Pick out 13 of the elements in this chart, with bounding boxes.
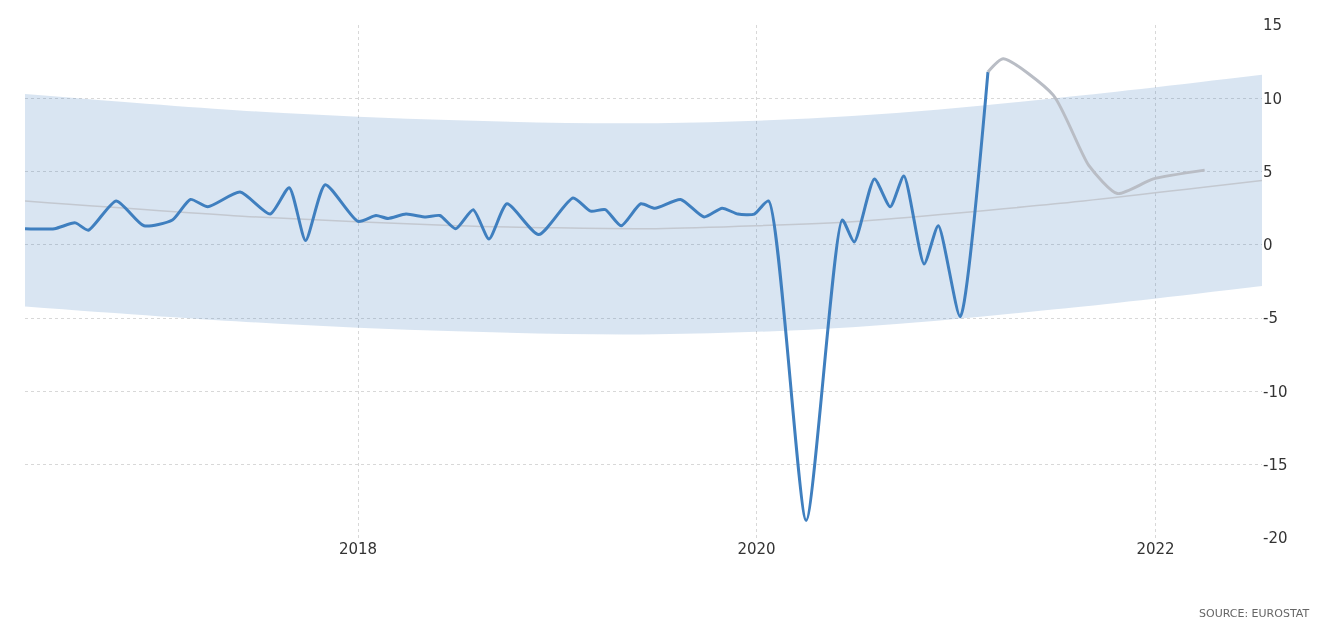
y-tick-label: -20 [1263,529,1288,548]
source-note: SOURCE: EUROSTAT [1199,607,1310,620]
y-tick-label: -15 [1263,455,1288,474]
y-tick-label: 15 [1263,16,1283,35]
x-tick-label: 2018 [338,540,378,558]
line-series [25,70,990,522]
y-tick-label: 0 [1263,236,1273,255]
x-tick-label: 2020 [737,540,776,558]
y-tick-label: 10 [1263,89,1283,108]
y-tick-label: -5 [1263,309,1278,328]
y-tick-label: -10 [1263,382,1288,401]
y-tick-label: 5 [1263,162,1273,181]
x-tick-label: 2022 [1136,540,1175,558]
